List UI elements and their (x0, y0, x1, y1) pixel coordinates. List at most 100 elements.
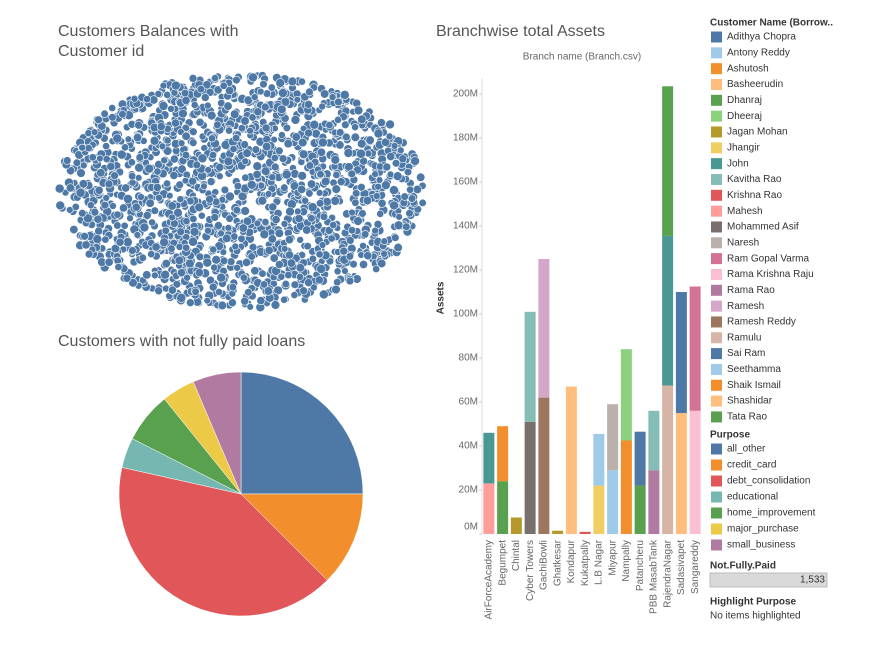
bubble (385, 119, 395, 130)
bubble (320, 89, 330, 99)
bubble (135, 153, 145, 162)
legend-label: Kavitha Rao (727, 174, 782, 185)
legend-label: Ashutosh (727, 63, 769, 74)
bubble (316, 199, 325, 208)
bubble (331, 284, 341, 295)
bubble (151, 242, 161, 252)
bubble (113, 221, 122, 230)
bubble (131, 202, 141, 212)
legend-label: Sai Ram (727, 348, 765, 359)
bubble (335, 128, 345, 137)
legend-label: debt_consolidation (727, 476, 810, 487)
legend-swatch (711, 237, 722, 249)
bubble (172, 280, 181, 289)
bubble (128, 172, 137, 181)
bubble (352, 189, 361, 198)
bubble (177, 139, 186, 147)
bubble (183, 273, 191, 282)
bubble (209, 245, 218, 254)
bubble (168, 213, 176, 222)
bubble (375, 176, 384, 184)
bubble (307, 202, 318, 212)
x-tick-label: PBB MasabTank (649, 539, 660, 614)
bubble (381, 137, 391, 147)
filter-title: Not.Fully.Paid (710, 561, 776, 572)
legend-label: John (727, 158, 749, 169)
bubble (78, 179, 89, 189)
bubble (256, 296, 266, 306)
bubble (202, 257, 213, 268)
y-tick-label: 140M (453, 221, 478, 232)
bubble (122, 273, 132, 283)
bubble (162, 146, 173, 156)
bar-segment (620, 440, 632, 534)
legend-swatch (711, 475, 722, 487)
bubble (299, 286, 308, 296)
bubble (357, 182, 366, 192)
bar-segment (675, 413, 687, 534)
legend-swatch (711, 142, 722, 154)
bubble (101, 235, 110, 244)
bubble (167, 201, 177, 211)
bubble (241, 157, 249, 166)
bubble (309, 119, 320, 130)
y-tick-label: 120M (453, 265, 478, 276)
bubble (200, 93, 210, 102)
bubble (268, 202, 278, 212)
bubble (259, 229, 270, 240)
bubble (233, 181, 243, 191)
bubble (256, 87, 265, 96)
bubble (271, 215, 281, 225)
y-tick-label: 160M (453, 177, 478, 188)
bubble (169, 171, 179, 180)
legend-label: educational (727, 492, 778, 503)
bubble (260, 280, 269, 289)
bubble (220, 185, 230, 195)
bubble (186, 298, 195, 307)
bubble (204, 166, 212, 174)
bubble (393, 242, 403, 253)
y-tick-label: 80M (459, 353, 478, 364)
bubble (54, 183, 65, 194)
bubble (128, 246, 137, 255)
bubble (84, 249, 94, 259)
bubble (191, 287, 200, 296)
bubble (377, 258, 387, 269)
bubble (400, 192, 409, 201)
bubble (121, 143, 130, 152)
bubble (158, 142, 167, 151)
bubble (138, 253, 147, 262)
legend-swatch (711, 205, 722, 217)
bubble (267, 83, 276, 92)
bubble (137, 193, 145, 201)
bubble (118, 110, 127, 119)
bubble (65, 183, 75, 193)
bubble (343, 148, 354, 158)
bubble (78, 143, 87, 152)
bubble (76, 168, 86, 178)
bubble (219, 248, 228, 256)
bubble (351, 198, 360, 207)
bubble (126, 214, 134, 223)
bubble (390, 142, 399, 150)
bubble (298, 137, 308, 148)
bubble (161, 226, 170, 235)
bar-segment (497, 426, 509, 482)
legend-label: all_other (727, 444, 766, 455)
bubble (281, 169, 292, 180)
bubble (321, 176, 331, 187)
bar-segment (483, 432, 495, 484)
bubble (75, 187, 86, 198)
pie-slice (240, 371, 364, 495)
bubble (211, 74, 219, 82)
bubble (124, 135, 133, 143)
bubble (163, 136, 172, 145)
bubble (132, 132, 143, 143)
bubble (410, 156, 420, 166)
bubble (189, 214, 198, 224)
bubble (381, 180, 391, 190)
bubble (90, 207, 100, 217)
bubble (174, 255, 184, 265)
legend-swatch (711, 221, 722, 233)
bar-segment (648, 410, 660, 471)
